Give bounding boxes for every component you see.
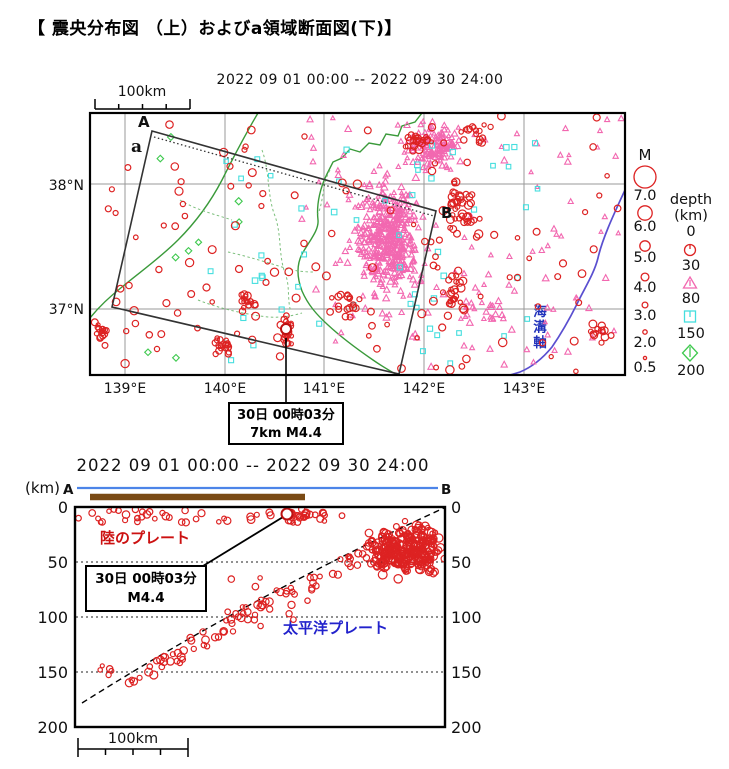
magnitude-7: 7.0 <box>633 188 656 204</box>
depth-right-150: 150 <box>451 663 482 682</box>
magnitude-legend: M 7.0 6.0 5.0 4.0 3.0 2.0 0.5 <box>633 146 657 376</box>
section-label-B: B <box>441 482 451 498</box>
section-scale-label: 100km <box>108 731 158 747</box>
depth-left-0: 0 <box>58 498 68 517</box>
map-event-annotation-line2: 7km M4.4 <box>250 426 322 442</box>
depth-right-0: 0 <box>451 498 461 517</box>
page-title: 【 震央分布図 （上）およびa領域断面図(下)】 <box>28 19 402 39</box>
depth-symbol-circle <box>683 243 697 257</box>
magnitude-legend-header: M <box>639 146 652 164</box>
lon-tick-142E: 142°E <box>403 381 446 397</box>
depth-200: 200 <box>677 363 705 379</box>
magnitude-05: 0.5 <box>633 360 656 376</box>
prefecture-borders <box>179 149 331 318</box>
depth-left-200: 200 <box>37 718 68 737</box>
depth-legend: depth (km) 0 30 80 150 200 <box>670 192 712 379</box>
depth-right-100: 100 <box>451 608 482 627</box>
section-frame <box>73 505 447 729</box>
map-event-annotation-box: 30日 00時03分 7km M4.4 <box>228 402 344 445</box>
pacific-plate-label: 太平洋プレート <box>283 619 389 637</box>
section-date-range: 2022 09 01 00:00 -- 2022 09 30 24:00 <box>77 456 430 475</box>
map-frame <box>88 111 627 377</box>
depth-30: 30 <box>682 258 700 274</box>
coastline-east <box>297 114 423 374</box>
depth-0: 0 <box>686 224 695 240</box>
map-scatter-points <box>91 114 624 374</box>
map-scale-bar <box>94 99 191 110</box>
trench-axis-line <box>510 190 624 374</box>
map-label-a: a <box>131 137 142 157</box>
coastline-west <box>91 114 259 318</box>
depth-left-100: 100 <box>37 608 68 627</box>
section-event-annotation-line2: M4.4 <box>127 589 165 606</box>
depth-150: 150 <box>677 326 705 342</box>
lon-tick-143E: 143°E <box>503 381 546 397</box>
depth-right-200: 200 <box>451 718 482 737</box>
lat-tick-37N: 37°N <box>49 302 84 318</box>
magnitude-3: 3.0 <box>633 308 656 324</box>
map-label-B: B <box>441 204 452 222</box>
map-event-annotation-line1: 30日 00時03分 <box>237 408 335 423</box>
section-axis-unit: (km) <box>25 479 60 497</box>
trench-axis-label: 海溝軸 <box>530 304 546 351</box>
depth-legend-header1: depth <box>670 192 712 208</box>
section-scatter-points <box>76 508 444 688</box>
magnitude-5: 5.0 <box>633 250 656 266</box>
cross-section: 2022 09 01 00:00 -- 2022 09 30 24:00 (km… <box>25 456 482 757</box>
depth-symbol-triangle <box>682 275 698 289</box>
depth-80: 80 <box>682 291 700 307</box>
section-event-marker <box>280 507 294 521</box>
depth-left-50: 50 <box>48 553 68 572</box>
depth-right-50: 50 <box>451 553 471 572</box>
lon-tick-140E: 140°E <box>204 381 247 397</box>
section-depth-gridlines <box>76 561 444 673</box>
section-scale-bar <box>77 738 189 757</box>
section-label-A: A <box>63 482 74 498</box>
lon-tick-139E: 139°E <box>104 381 147 397</box>
map-date-range: 2022 09 01 00:00 -- 2022 09 30 24:00 <box>217 72 504 88</box>
depth-legend-header2: (km) <box>674 208 708 224</box>
land-plate-label: 陸のプレート <box>100 529 191 547</box>
magnitude-4: 4.0 <box>633 280 656 296</box>
epicenter-map: 2022 09 01 00:00 -- 2022 09 30 24:00 100… <box>49 72 627 402</box>
magnitude-legend-circles <box>633 165 657 361</box>
depth-symbol-diamond <box>681 344 699 362</box>
depth-left-150: 150 <box>37 663 68 682</box>
map-event-marker <box>280 323 292 335</box>
lon-tick-141E: 141°E <box>303 381 346 397</box>
map-scale-label: 100km <box>118 84 166 100</box>
section-event-annotation-box: 30日 00時03分 M4.4 <box>85 565 207 612</box>
lat-tick-38N: 38°N <box>49 178 84 194</box>
section-event-pointer-line <box>202 516 284 567</box>
section-event-annotation-line1: 30日 00時03分 <box>95 571 197 587</box>
magnitude-6: 6.0 <box>633 219 656 235</box>
magnitude-2: 2.0 <box>633 335 656 351</box>
depth-symbol-square <box>683 310 697 323</box>
map-label-A: A <box>138 113 150 131</box>
